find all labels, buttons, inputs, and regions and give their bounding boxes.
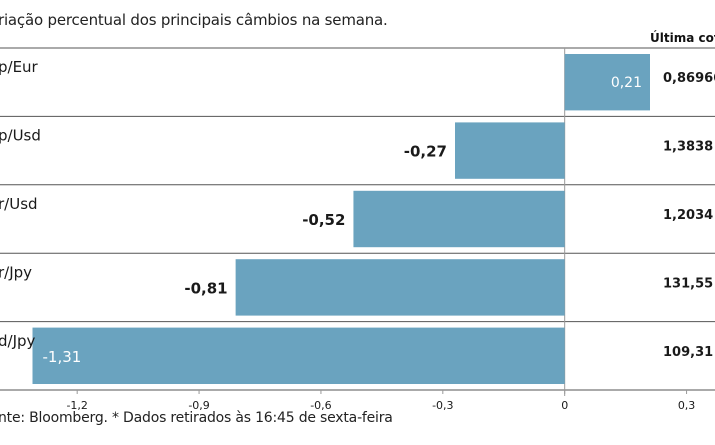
value-label: -0,27 <box>404 143 447 161</box>
last-quote-value: 1,3838 <box>663 140 713 155</box>
x-tick-label: -0,6 <box>310 399 331 412</box>
value-label: 0,21 <box>611 75 642 91</box>
last-quote-header: Última cotaç <box>650 31 715 45</box>
x-tick-label: -1,2 <box>66 399 87 412</box>
category-label: p/Eur <box>0 58 39 76</box>
bar <box>455 122 565 179</box>
x-tick-label: 0 <box>561 399 568 412</box>
value-label: -0,52 <box>302 211 345 229</box>
category-label: r/Usd <box>0 195 38 213</box>
x-tick-label: 0,3 <box>678 399 696 412</box>
bar <box>235 259 565 316</box>
value-label: -1,31 <box>43 348 82 366</box>
last-quote-value: 131,55 <box>663 276 713 291</box>
bar <box>32 327 565 384</box>
last-quote-value: 109,31 <box>663 345 713 360</box>
bar <box>353 190 565 248</box>
last-quote-value: 1,2034 <box>663 208 713 223</box>
category-label: p/Usd <box>0 127 41 145</box>
last-quote-value: 0,86966 <box>663 71 715 86</box>
x-tick-label: -0,3 <box>432 399 453 412</box>
chart-source: nte: Bloomberg. * Dados retirados às 16:… <box>0 410 393 426</box>
bar <box>564 54 650 111</box>
category-label: r/Jpy <box>0 263 32 281</box>
chart-subtitle: riação percentual dos principais câmbios… <box>0 11 388 29</box>
x-tick-label: -0,9 <box>188 399 209 412</box>
category-label: d/Jpy <box>0 332 36 350</box>
value-label: -0,81 <box>184 279 227 297</box>
